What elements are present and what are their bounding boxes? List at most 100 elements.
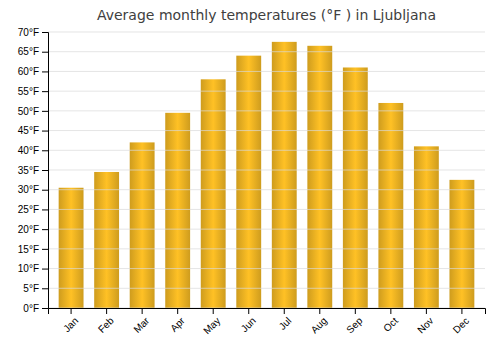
tick-label: 70°F (18, 27, 39, 38)
tick-label: May (201, 315, 222, 336)
tick-mark (213, 308, 214, 314)
tick-label: 60°F (18, 66, 39, 77)
tick-label: 45°F (18, 125, 39, 136)
bar (94, 172, 119, 308)
tick-label: 20°F (18, 224, 39, 235)
tick: Nov (415, 308, 435, 335)
tick-label: 65°F (18, 46, 39, 57)
tick-label: Jun (239, 315, 258, 334)
tick-label: Oct (381, 315, 400, 334)
tick-label: Sep (344, 315, 365, 336)
tick-label: Feb (96, 315, 116, 335)
tick-mark (42, 190, 48, 191)
tick-label: 40°F (18, 145, 39, 156)
tick: 55°F (18, 86, 48, 97)
tick: 30°F (18, 184, 48, 195)
grid-line (48, 150, 485, 151)
tick: 10°F (18, 263, 48, 274)
tick: 70°F (18, 27, 48, 38)
tick: Jul (277, 308, 294, 332)
x-axis: Jan Feb Mar Apr May Jun Jul Aug Sep Oct Nov Dec (49, 308, 486, 336)
bar (130, 142, 155, 308)
bar (236, 56, 261, 308)
tick: Sep (344, 308, 365, 335)
tick-label: Apr (168, 315, 187, 334)
tick-mark (319, 308, 320, 314)
tick-mark (42, 269, 48, 270)
tick: 40°F (18, 145, 48, 156)
tick-mark (142, 308, 143, 314)
tick-label: Jul (277, 315, 294, 332)
title: Average monthly temperatures (°F ) in Lj… (97, 7, 436, 23)
tick-mark (42, 52, 48, 53)
tick-mark (42, 288, 48, 289)
tick-mark (390, 308, 391, 314)
plot: 0°F 5°F 10°F 15°F 20°F 25°F 30°F 35°F 40°F 45°F 50… (18, 27, 486, 337)
tick-mark (248, 308, 249, 314)
tick: 60°F (18, 66, 48, 77)
tick-mark (42, 111, 48, 112)
tick-label: 10°F (18, 263, 39, 274)
grid-line (48, 209, 485, 210)
tick-mark (71, 308, 72, 314)
tick-label: 50°F (18, 106, 39, 117)
tick-mark (42, 170, 48, 171)
grid-line (48, 32, 485, 33)
tick-mark (42, 209, 48, 210)
tick-mark (42, 150, 48, 151)
tick-label: 35°F (18, 165, 39, 176)
grid-line (48, 248, 485, 249)
tick: 50°F (18, 106, 48, 117)
tick: Jan (61, 308, 80, 334)
tick: 65°F (18, 46, 48, 57)
tick-mark (355, 308, 356, 314)
tick: Feb (96, 308, 116, 335)
tick: 5°F (23, 283, 48, 294)
bar (201, 79, 226, 308)
tick-mark (42, 71, 48, 72)
axis-line (42, 33, 49, 309)
tick-mark (42, 308, 48, 309)
tick-label: Aug (309, 315, 329, 335)
bar (378, 103, 403, 308)
tick: Dec (451, 308, 471, 335)
grid-line (48, 91, 485, 92)
tick: Mar (131, 308, 151, 335)
tick: Oct (381, 308, 400, 334)
tick: 20°F (18, 224, 48, 235)
tick: 15°F (18, 244, 48, 255)
tick-mark (284, 308, 285, 314)
bar (59, 188, 84, 308)
tick-label: Jan (61, 315, 80, 334)
grid-line (48, 268, 485, 269)
grid-line (48, 288, 485, 289)
tick-mark (42, 91, 48, 92)
y-axis: 0°F 5°F 10°F 15°F 20°F 25°F 30°F 35°F 40°F 45°F 50… (18, 27, 49, 314)
tick: 45°F (18, 125, 48, 136)
tick-mark (42, 32, 48, 33)
tick-mark (42, 131, 48, 132)
tick: 0°F (23, 303, 48, 314)
bar (343, 67, 368, 308)
tick-mark (461, 308, 462, 314)
bar (414, 146, 439, 308)
tick-label: 55°F (18, 86, 39, 97)
bar (272, 42, 297, 308)
bars (59, 42, 475, 308)
tick-label: 25°F (18, 204, 39, 215)
tick: May (201, 308, 222, 336)
grid-line (48, 130, 485, 131)
tick-mark (106, 308, 107, 314)
bar (165, 113, 190, 308)
grid-line (48, 189, 485, 190)
tick-mark (426, 308, 427, 314)
grid-line (48, 170, 485, 171)
tick: 25°F (18, 204, 48, 215)
grid-line (48, 110, 485, 111)
tick-label: 30°F (18, 184, 39, 195)
axis-line (49, 309, 486, 315)
bar (449, 180, 474, 308)
grid-line (48, 51, 485, 52)
tick-label: 5°F (23, 283, 39, 294)
chart: 0°F 5°F 10°F 15°F 20°F 25°F 30°F 35°F 40°F 45°F 50… (0, 0, 500, 350)
